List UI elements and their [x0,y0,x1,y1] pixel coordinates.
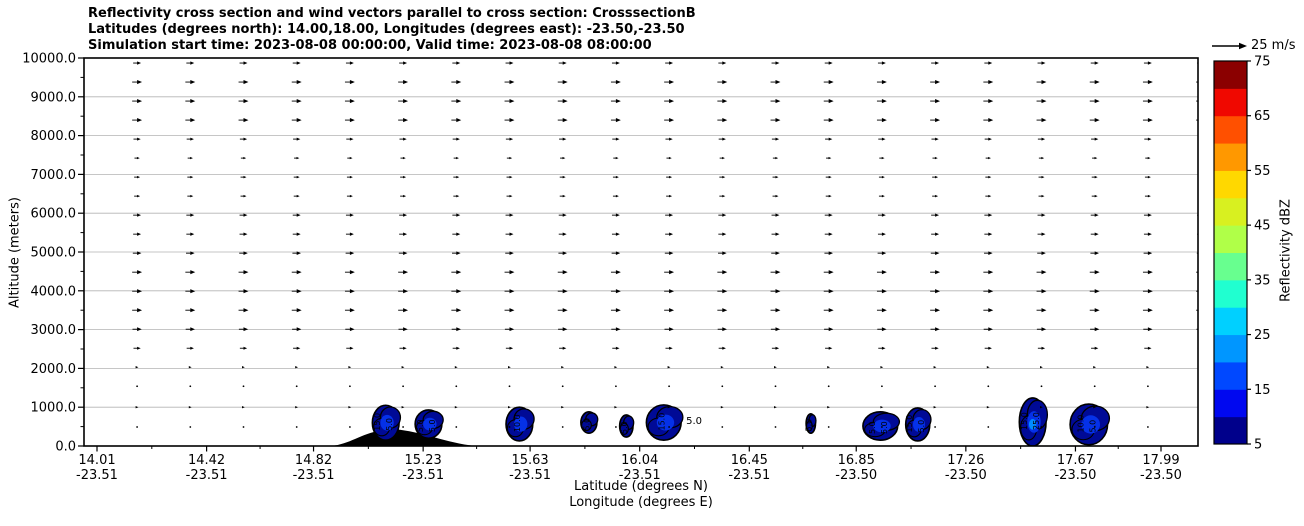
contour-label: 5.0 [582,418,591,431]
y-tick-label: 6000.0 [31,207,77,222]
x-tick-label-lon: -23.50 [835,468,877,483]
y-axis: 0.0 1000.0 2000.0 3000.0 4000.0 5000.0 6000.0 7… [22,52,84,455]
x-tick-label-lon: -23.50 [945,468,987,483]
colorbar-tick-label: 45 [1254,219,1271,234]
y-tick-label: 10000.0 [22,52,76,67]
x-axis-label-longitude: Longitude (degrees E) [569,495,713,510]
contour-label: 5.0 [385,418,394,431]
terrain-profile [330,428,476,446]
x-axis-label-latitude: Latitude (degrees N) [574,479,708,494]
contour-label: 5.0 [917,420,926,433]
x-tick-label-lat: 15.23 [405,453,442,468]
reflectivity-cell: 15.0 5.0 [645,404,702,441]
y-axis-label: Altitude (meters) [7,197,23,308]
x-tick-label-lon: -23.50 [1140,468,1182,483]
x-tick-label-lon: -23.51 [293,468,335,483]
x-tick-label-lon: -23.51 [619,468,661,483]
x-tick-label-lat: 16.85 [838,453,875,468]
x-tick-label-lat: 14.82 [295,453,332,468]
colorbar-tick-label: 5 [1254,438,1262,453]
title-line-2: Latitudes (degrees north): 14.00,18.00, … [88,22,685,37]
colorbar-tick-label: 75 [1254,55,1271,70]
colorbar-label: Reflectivity dBZ [1278,199,1294,302]
contour-label: 15.0 [905,415,914,433]
colorbar-tick-label: 35 [1254,273,1271,288]
reflectivity-cell: 10.0 [505,406,535,442]
quiver-key-label: 25 m/s [1251,38,1296,53]
reflectivity-cell: 5.0 5.0 [414,409,444,440]
colorbar: 5 15 25 35 45 55 65 75 [1213,55,1271,453]
x-tick-label-lat: 14.42 [188,453,225,468]
y-tick-label: 9000.0 [31,90,77,105]
x-tick-label-lon: -23.51 [186,468,228,483]
y-tick-label: 2000.0 [31,362,77,377]
reflectivity-cell: 5.0 [804,412,817,434]
reflectivity-cell: 15.0 5.0 [904,407,932,442]
x-tick-label-lon: -23.51 [509,468,551,483]
y-tick-label: 3000.0 [31,323,77,338]
colorbar-tick-label: 55 [1254,164,1271,179]
gridlines [84,96,1198,408]
y-tick-label: 0.0 [55,440,76,455]
x-tick-label-lat: 15.63 [511,453,548,468]
y-tick-label: 5000.0 [31,246,77,261]
reflectivity-cell: 15.0 25.0 [1018,397,1049,446]
contour-label: 5.0 [804,419,813,432]
x-tick-label-lat: 17.26 [947,453,984,468]
contour-label: 15.0 [657,413,666,431]
contour-label: 5.0 [686,416,702,427]
x-tick-label-lat: 17.67 [1057,453,1094,468]
x-tick-label-lon: -23.51 [76,468,118,483]
contour-label: 5.0 [1088,420,1097,433]
contour-label: 10.0 [513,414,522,432]
x-tick-label-lat: 16.04 [621,453,658,468]
reflectivity-cell: 15.0 5.0 [371,404,402,441]
reflectivity-cell: 5.0 [618,414,635,438]
contour-label: 5.0 [416,419,425,432]
contour-label: 15.0 [1020,412,1029,430]
y-tick-label: 7000.0 [31,168,77,183]
x-axis: 14.01-23.5114.42-23.5114.82-23.5115.23-2… [76,446,1182,483]
x-tick-label-lat: 16.45 [731,453,768,468]
wind-vector-field [132,61,1198,428]
x-tick-label-lat: 14.01 [78,453,115,468]
contour-label: 5.0 [428,419,437,432]
contour-label: 10.0 [1076,415,1085,433]
x-tick-label-lat: 17.99 [1142,453,1179,468]
y-tick-label: 4000.0 [31,284,77,299]
contour-label: 5.0 [880,421,889,434]
reflectivity-cell: 5.0 5.0 [862,411,901,441]
title-line-1: Reflectivity cross section and wind vect… [88,6,696,21]
contour-label: 5.0 [620,421,629,434]
x-tick-label-lon: -23.51 [728,468,770,483]
reflectivity-cell: 10.0 5.0 [1069,403,1111,446]
title-line-3: Simulation start time: 2023-08-08 00:00:… [88,38,652,53]
colorbar-tick-label: 25 [1254,328,1271,343]
colorbar-tick-label: 65 [1254,109,1271,124]
contour-label: 15.0 [373,413,382,431]
reflectivity-cell: 5.0 [580,411,599,434]
x-tick-label-lon: -23.50 [1054,468,1096,483]
colorbar-tick-label: 15 [1254,383,1271,398]
quiver-key-arrow [1212,42,1247,50]
y-tick-label: 8000.0 [31,129,77,144]
y-tick-label: 1000.0 [31,401,77,416]
contour-label: 5.0 [868,421,877,434]
contour-label: 25.0 [1032,412,1041,430]
x-tick-label-lon: -23.51 [402,468,444,483]
